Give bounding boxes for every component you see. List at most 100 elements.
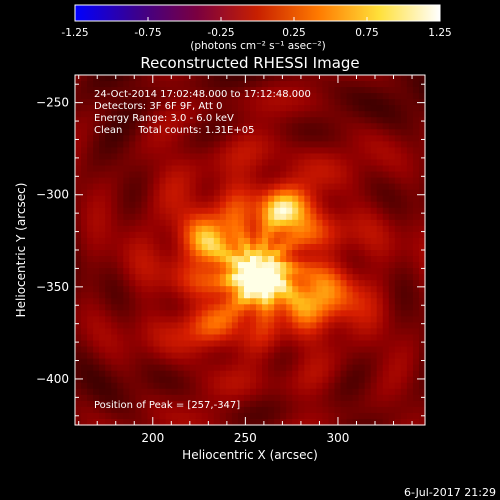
heatmap-pixel [237,298,245,305]
heatmap-pixel [87,322,94,330]
heatmap-pixel [141,322,149,330]
heatmap-pixel [141,304,149,311]
heatmap-pixel [195,111,203,118]
heatmap-pixel [256,382,263,390]
heatmap-pixel [177,328,185,336]
heatmap-pixel [256,81,263,88]
heatmap-pixel [304,298,311,305]
heatmap-pixel [93,201,100,209]
heatmap-pixel [87,99,94,106]
heatmap-pixel [75,183,82,191]
heatmap-pixel [117,394,124,402]
heatmap-pixel [237,250,245,257]
heatmap-pixel [87,406,94,414]
heatmap-pixel [117,183,124,191]
heatmap-pixel [201,310,209,317]
heatmap-pixel [292,219,299,227]
heatmap-pixel [201,268,209,275]
heatmap-pixel [274,93,281,100]
heatmap-pixel [334,213,342,221]
heatmap-pixel [75,189,82,197]
heatmap-pixel [189,219,197,227]
heatmap-pixel [189,105,197,112]
heatmap-pixel [352,274,360,281]
heatmap-pixel [93,274,100,281]
heatmap-pixel [382,189,390,197]
heatmap-pixel [189,117,197,124]
heatmap-pixel [310,219,317,227]
heatmap-pixel [147,370,155,378]
heatmap-pixel [153,123,161,130]
heatmap-pixel [189,274,197,281]
heatmap-pixel [75,406,82,414]
heatmap-pixel [334,346,342,354]
annotation-energy-range: Energy Range: 3.0 - 6.0 keV [94,113,234,124]
heatmap-pixel [117,352,124,360]
heatmap-pixel [382,105,390,112]
heatmap-pixel [201,334,209,342]
heatmap-pixel [364,75,372,82]
heatmap-pixel [75,153,82,161]
heatmap-pixel [400,123,408,130]
heatmap-pixel [141,141,149,149]
heatmap-pixel [153,322,161,330]
heatmap-pixel [87,111,94,118]
heatmap-pixel [123,135,130,142]
heatmap-pixel [346,183,354,191]
heatmap-pixel [376,364,384,372]
heatmap-pixel [81,153,88,161]
heatmap-pixel [316,364,324,372]
heatmap-pixel [286,412,293,420]
heatmap-pixel [123,75,130,82]
heatmap-pixel [346,177,354,185]
heatmap-pixel [364,159,372,167]
heatmap-pixel [394,250,402,257]
heatmap-pixel [274,304,281,311]
heatmap-pixel [213,274,221,281]
heatmap-pixel [195,376,203,384]
heatmap-pixel [81,117,88,124]
heatmap-pixel [111,298,118,305]
heatmap-pixel [237,256,245,263]
heatmap-pixel [93,225,100,233]
heatmap-pixel [388,207,396,215]
heatmap-pixel [141,274,149,281]
heatmap-pixel [412,286,420,293]
heatmap-pixel [75,400,82,408]
heatmap-pixel [316,195,324,203]
heatmap-pixel [346,418,354,426]
heatmap-pixel [201,75,209,82]
heatmap-pixel [418,123,426,130]
heatmap-pixel [304,304,311,311]
heatmap-pixel [364,183,372,191]
heatmap-pixel [256,268,263,275]
heatmap-pixel [334,105,342,112]
heatmap-pixel [298,340,305,348]
heatmap-pixel [129,358,136,366]
heatmap-pixel [280,328,287,336]
heatmap-pixel [352,117,360,124]
heatmap-pixel [141,105,149,112]
heatmap-pixel [93,243,100,251]
heatmap-pixel [334,376,342,384]
heatmap-pixel [75,243,82,251]
heatmap-pixel [177,81,185,88]
heatmap-pixel [292,250,299,257]
heatmap-pixel [201,382,209,390]
heatmap-pixel [75,135,82,142]
heatmap-pixel [256,286,263,293]
heatmap-pixel [322,147,330,155]
heatmap-pixel [358,298,366,305]
heatmap-pixel [93,406,100,414]
heatmap-pixel [219,316,227,324]
heatmap-pixel [328,81,336,88]
heatmap-pixel [340,364,348,372]
heatmap-pixel [207,322,215,330]
heatmap-pixel [388,274,396,281]
heatmap-pixel [274,231,281,239]
heatmap-pixel [201,262,209,269]
heatmap-pixel [111,243,118,251]
heatmap-pixel [147,165,155,173]
heatmap-pixel [328,382,336,390]
heatmap-pixel [201,105,209,112]
